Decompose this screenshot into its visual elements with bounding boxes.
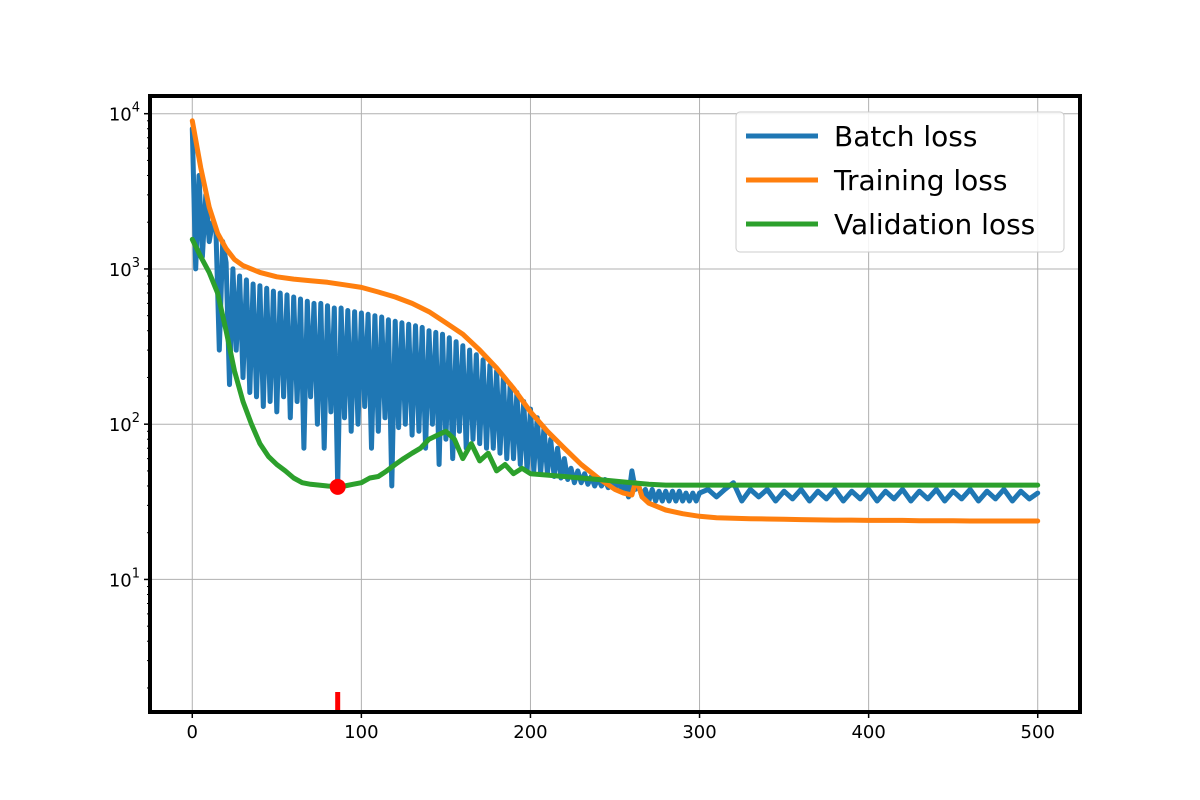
series-line-batch-loss (189, 126, 1041, 504)
x-tick-label: 0 (187, 722, 198, 743)
y-tick-label: 101 (109, 566, 140, 591)
y-tick-label: 103 (109, 256, 140, 281)
series-line-validation-loss (189, 236, 1041, 490)
plot-frame (148, 94, 1082, 714)
best-epoch-point (329, 478, 346, 495)
y-axis: 101 102 103 104 (109, 101, 150, 689)
legend-label: Validation loss (834, 208, 1035, 241)
x-tick-label: 500 (1021, 722, 1055, 743)
legend-label: Batch loss (834, 120, 977, 153)
series-layer (189, 118, 1041, 524)
y-tick-label: 104 (109, 101, 140, 126)
y-tick-label: 102 (109, 411, 140, 436)
x-tick-label: 300 (682, 722, 716, 743)
x-tick-label: 100 (344, 722, 378, 743)
x-axis: 0 100 200 300 400 500 (187, 712, 1055, 743)
series-line-training-loss (189, 118, 1041, 524)
legend: Batch loss Training loss Validation loss (735, 111, 1065, 253)
x-tick-label: 400 (851, 722, 885, 743)
x-tick-label: 200 (513, 722, 547, 743)
marker-layer (329, 478, 346, 712)
legend-box (735, 111, 1065, 253)
legend-label: Training loss (833, 164, 1007, 197)
